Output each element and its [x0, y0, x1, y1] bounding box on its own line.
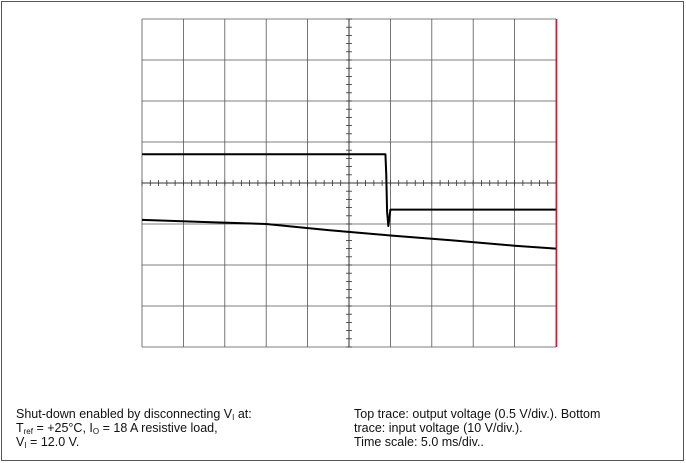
caption-left-line2: Tref = +25°C, IO = 18 A resistive load, [16, 421, 218, 436]
caption-left-line1: Shut-down enabled by disconnecting VI at… [16, 407, 252, 422]
trace-output-voltage [142, 153, 556, 228]
oscilloscope-plot [141, 18, 558, 348]
caption-trace-info: Top trace: output voltage (0.5 V/div.). … [354, 407, 600, 449]
caption-conditions: Shut-down enabled by disconnecting VI at… [16, 407, 252, 450]
caption-left-line3: VI = 12.0 V. [16, 435, 80, 450]
caption-right-line3: Time scale: 5.0 ms/div.. [354, 435, 484, 449]
trace-input-voltage [141, 218, 557, 250]
caption-right-line1: Top trace: output voltage (0.5 V/div.). … [354, 407, 601, 421]
caption-right-line2: trace: input voltage (10 V/div.). [354, 421, 523, 435]
